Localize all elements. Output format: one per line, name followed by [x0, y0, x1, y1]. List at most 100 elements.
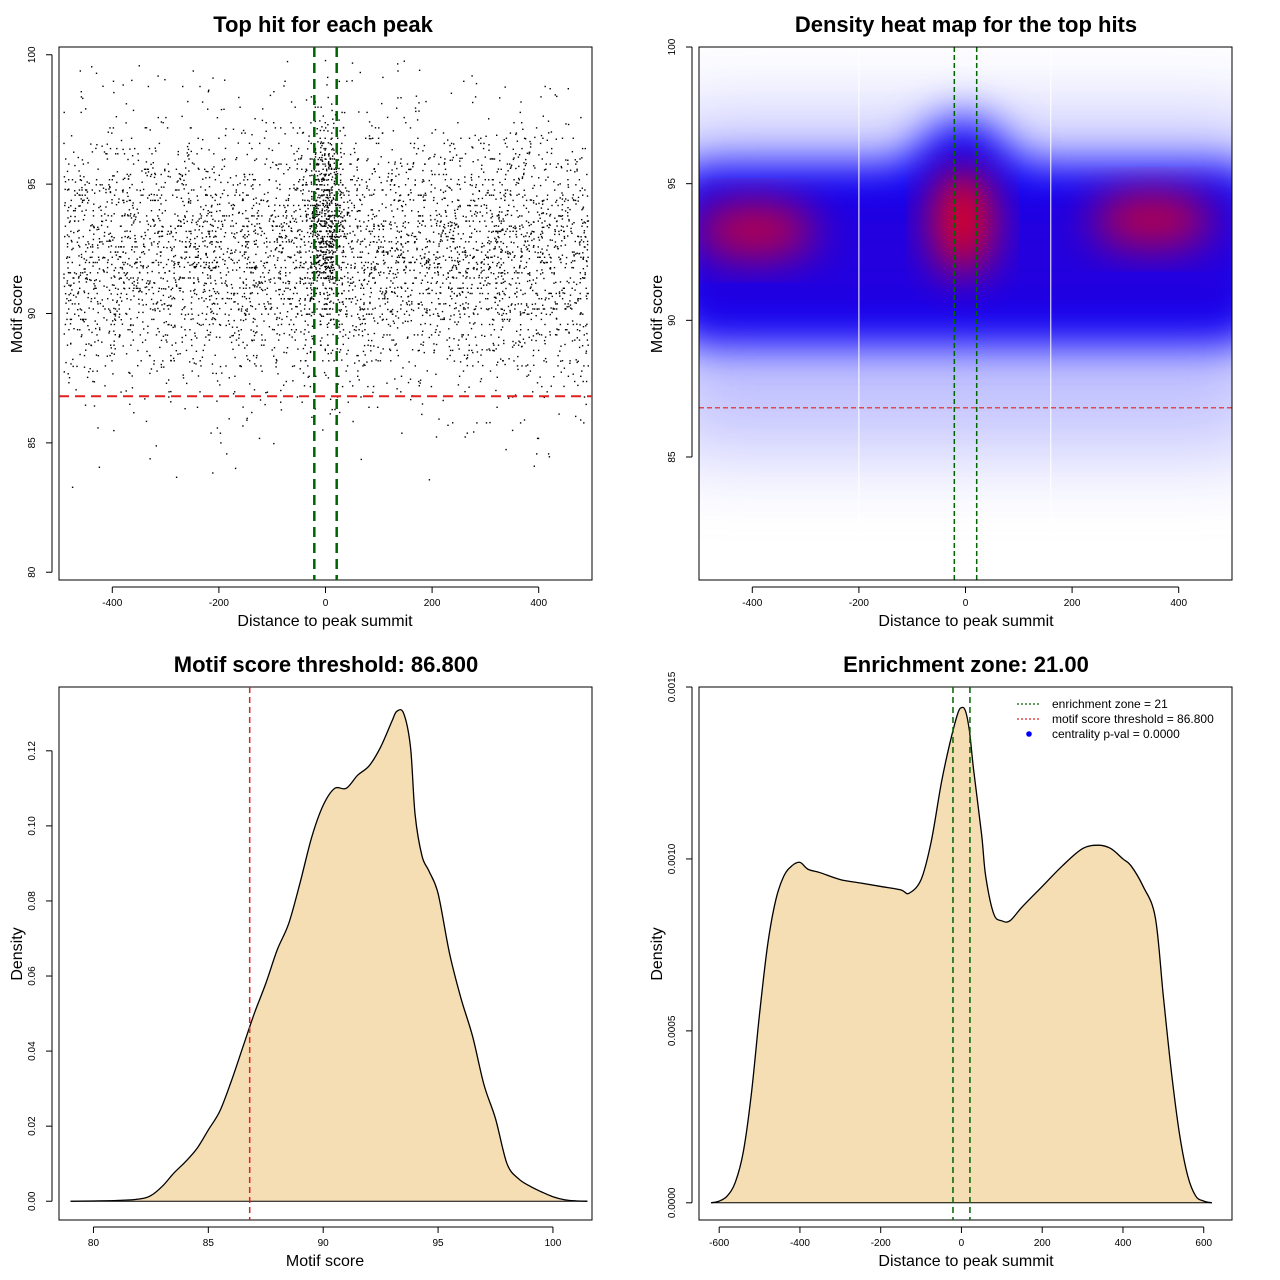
scatter-point [523, 172, 525, 175]
scatter-point [293, 211, 295, 213]
scatter-point [311, 251, 314, 253]
scatter-point [368, 135, 371, 137]
scatter-point [194, 288, 196, 291]
scatter-point [224, 232, 227, 234]
scatter-point [321, 179, 323, 181]
scatter-point [324, 224, 326, 226]
scatter-point [142, 304, 144, 306]
scatter-point [246, 419, 248, 421]
scatter-point [479, 292, 481, 295]
scatter-point [285, 235, 288, 238]
scatter-point [132, 207, 134, 209]
scatter-point [278, 142, 280, 145]
scatter-point [293, 187, 295, 189]
scatter-point [485, 194, 487, 196]
scatter-point [297, 187, 299, 190]
scatter-point [433, 254, 435, 256]
scatter-point [256, 266, 258, 269]
scatter-point [364, 329, 366, 331]
scatter-point [297, 348, 299, 350]
scatter-point [171, 287, 174, 289]
scatter-point [189, 245, 191, 247]
scatter-point [291, 365, 294, 368]
scatter-point [203, 300, 205, 302]
scatter-point [280, 163, 282, 165]
scatter-point [558, 215, 560, 217]
scatter-point [538, 298, 540, 300]
scatter-point [343, 215, 345, 217]
scatter-point [221, 223, 224, 226]
scatter-point [279, 288, 281, 291]
scatter-point [315, 227, 317, 229]
scatter-point [569, 362, 571, 364]
scatter-point [501, 211, 503, 213]
scatter-point [337, 220, 340, 222]
scatter-point [484, 179, 486, 181]
scatter-point [80, 96, 83, 98]
scatter-point [438, 334, 440, 336]
scatter-point [181, 115, 183, 118]
scatter-point [131, 204, 134, 207]
scatter-point [407, 234, 409, 237]
scatter-point [437, 298, 440, 300]
scatter-point [338, 301, 341, 304]
scatter-point [160, 366, 163, 368]
scatter-point [126, 298, 128, 300]
scatter-point [211, 196, 214, 199]
scatter-point [235, 158, 237, 161]
scatter-point [325, 253, 327, 255]
scatter-point [262, 265, 265, 267]
scatter-point [362, 350, 365, 353]
scatter-point [274, 266, 277, 269]
scatter-point [520, 303, 523, 305]
scatter-point [382, 236, 385, 238]
scatter-point [329, 158, 331, 160]
scatter-point [457, 261, 459, 264]
scatter-point [373, 241, 375, 243]
scatter-point [101, 145, 103, 147]
scatter-point [74, 181, 77, 183]
scatter-y-tick-label: 90 [27, 308, 38, 320]
scatter-point [355, 326, 357, 328]
scatter-point [180, 287, 182, 289]
scatter-point [258, 203, 261, 205]
scatter-point [92, 246, 94, 248]
scatter-point [504, 251, 507, 253]
scatter-point [515, 133, 517, 136]
scatter-point [321, 194, 324, 197]
scatter-point [326, 194, 328, 196]
scatter-point [493, 319, 495, 321]
scatter-point [311, 230, 314, 233]
scatter-point [474, 308, 477, 310]
scatter-point [342, 184, 344, 186]
scatter-point [178, 278, 180, 281]
scatter-point [346, 213, 349, 215]
scatter-point [202, 139, 204, 141]
scatter-point [345, 306, 347, 308]
scatter-point [298, 204, 300, 207]
scatter-point [196, 235, 198, 238]
scatter-point [341, 142, 343, 145]
scatter-point [317, 196, 319, 199]
scatter-point [265, 158, 268, 160]
scatter-point [561, 289, 563, 291]
scatter-point [371, 218, 373, 220]
scatter-point [486, 212, 488, 214]
scatter-point [313, 313, 315, 315]
scatter-point [182, 374, 184, 376]
scatter-point [309, 163, 311, 165]
scatter-point [549, 334, 551, 336]
scatter-point [101, 299, 103, 301]
scatter-point [332, 127, 335, 129]
scatter-point [370, 268, 373, 271]
scatter-point [177, 215, 179, 217]
scatter-point [469, 210, 472, 212]
scatter-point [285, 380, 287, 383]
scatter-point [68, 221, 71, 224]
scatter-point [208, 232, 210, 234]
scatter-point [451, 237, 453, 240]
scatter-point [334, 282, 336, 284]
scatter-point [130, 277, 132, 279]
scatter-point [193, 292, 196, 295]
scatter-point [319, 272, 321, 274]
